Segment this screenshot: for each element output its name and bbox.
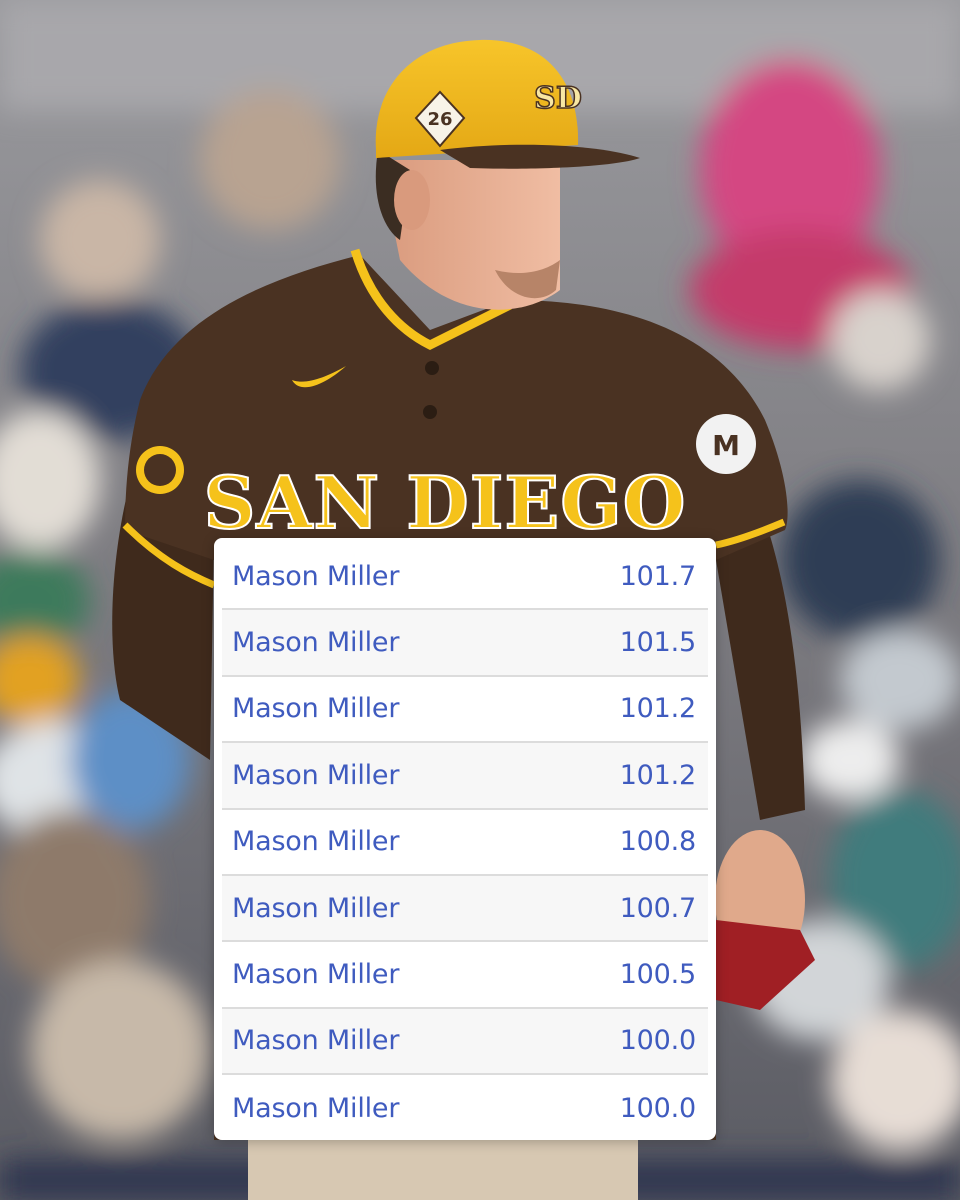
table-row: Mason Miller 100.5 [222,942,708,1009]
velocity-table: Mason Miller 101.7 Mason Miller 101.5 Mason … [214,538,716,1140]
table-row: Mason Miller 100.0 [222,1008,708,1076]
table-row: Mason Miller 100.8 [222,810,708,876]
pitcher-name[interactable]: Mason Miller [232,826,400,858]
jersey-lettering: SAN DIEGO [204,460,687,545]
pitch-velocity: 100.8 [619,826,696,858]
table-row: Mason Miller 101.2 [222,743,708,810]
pitch-velocity: 100.0 [619,1025,696,1057]
pitch-velocity: 101.7 [619,560,696,592]
table-row: Mason Miller 101.7 [222,544,708,611]
pitch-velocity: 100.5 [619,959,696,991]
pitcher-name[interactable]: Mason Miller [232,1025,400,1057]
pitcher-name[interactable]: Mason Miller [232,627,400,659]
svg-text:26: 26 [427,109,452,130]
svg-text:M: M [712,429,740,462]
table-row: Mason Miller 101.2 [222,677,708,744]
pitch-velocity: 101.5 [619,627,696,659]
svg-text:SD: SD [534,81,582,116]
pitcher-name[interactable]: Mason Miller [232,693,400,725]
pitcher-name[interactable]: Mason Miller [232,759,400,791]
table-row: Mason Miller 101.5 [222,610,708,677]
pitcher-name[interactable]: Mason Miller [232,959,400,991]
table-row: Mason Miller 100.7 [222,875,708,943]
pitch-velocity: 101.2 [619,759,696,791]
pitcher-name[interactable]: Mason Miller [232,892,400,924]
pitch-velocity: 100.7 [619,892,696,924]
table-row: Mason Miller 100.0 [222,1075,708,1141]
pitcher-name[interactable]: Mason Miller [232,1092,400,1124]
velocity-rows: Mason Miller 101.7 Mason Miller 101.5 Mason … [222,544,708,1134]
pitch-velocity: 100.0 [619,1092,696,1124]
pitcher-name[interactable]: Mason Miller [232,560,400,592]
pitch-velocity: 101.2 [619,693,696,725]
